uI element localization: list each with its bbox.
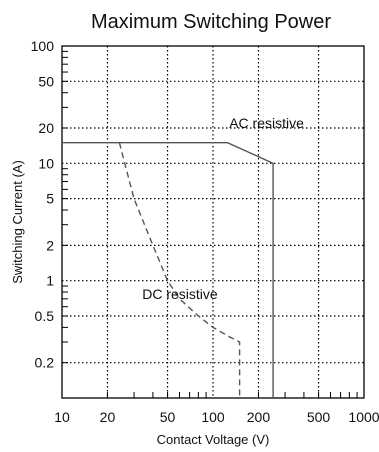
y-tick-label: 50 xyxy=(38,73,54,89)
x-tick-label: 1000 xyxy=(348,409,379,425)
x-axis-label: Contact Voltage (V) xyxy=(157,432,270,447)
grid-lines xyxy=(62,46,364,398)
x-tick-labels: 10 20 50 100 200 500 1000 xyxy=(54,409,379,425)
x-tick-label: 20 xyxy=(100,409,116,425)
minor-ticks xyxy=(62,50,358,398)
x-tick-label: 50 xyxy=(160,409,176,425)
x-tick-label: 10 xyxy=(54,409,70,425)
ac-resistive-curve xyxy=(62,141,274,398)
y-tick-label: 5 xyxy=(46,191,54,207)
x-tick-label: 100 xyxy=(201,409,225,425)
y-tick-label: 10 xyxy=(38,155,54,171)
y-tick-label: 2 xyxy=(46,237,54,253)
series-annotation: AC resistive xyxy=(229,115,304,131)
y-axis-label: Switching Current (A) xyxy=(10,160,25,284)
plot-frame xyxy=(61,45,365,399)
series-layer xyxy=(62,141,274,398)
y-tick-label: 0.5 xyxy=(35,308,55,324)
x-tick-label: 200 xyxy=(247,409,271,425)
annotations: AC resistive DC resistive xyxy=(142,115,304,302)
dc-resistive-curve xyxy=(118,142,241,398)
y-tick-label: 100 xyxy=(31,38,55,54)
y-tick-labels: 0.2 0.5 1 2 5 10 20 50 100 xyxy=(31,38,55,371)
x-tick-label: 500 xyxy=(307,409,331,425)
y-tick-label: 0.2 xyxy=(35,355,55,371)
y-tick-label: 1 xyxy=(46,273,54,289)
series-annotation: DC resistive xyxy=(142,286,218,302)
chart-title: Maximum Switching Power xyxy=(91,11,331,33)
y-tick-label: 20 xyxy=(38,120,54,136)
